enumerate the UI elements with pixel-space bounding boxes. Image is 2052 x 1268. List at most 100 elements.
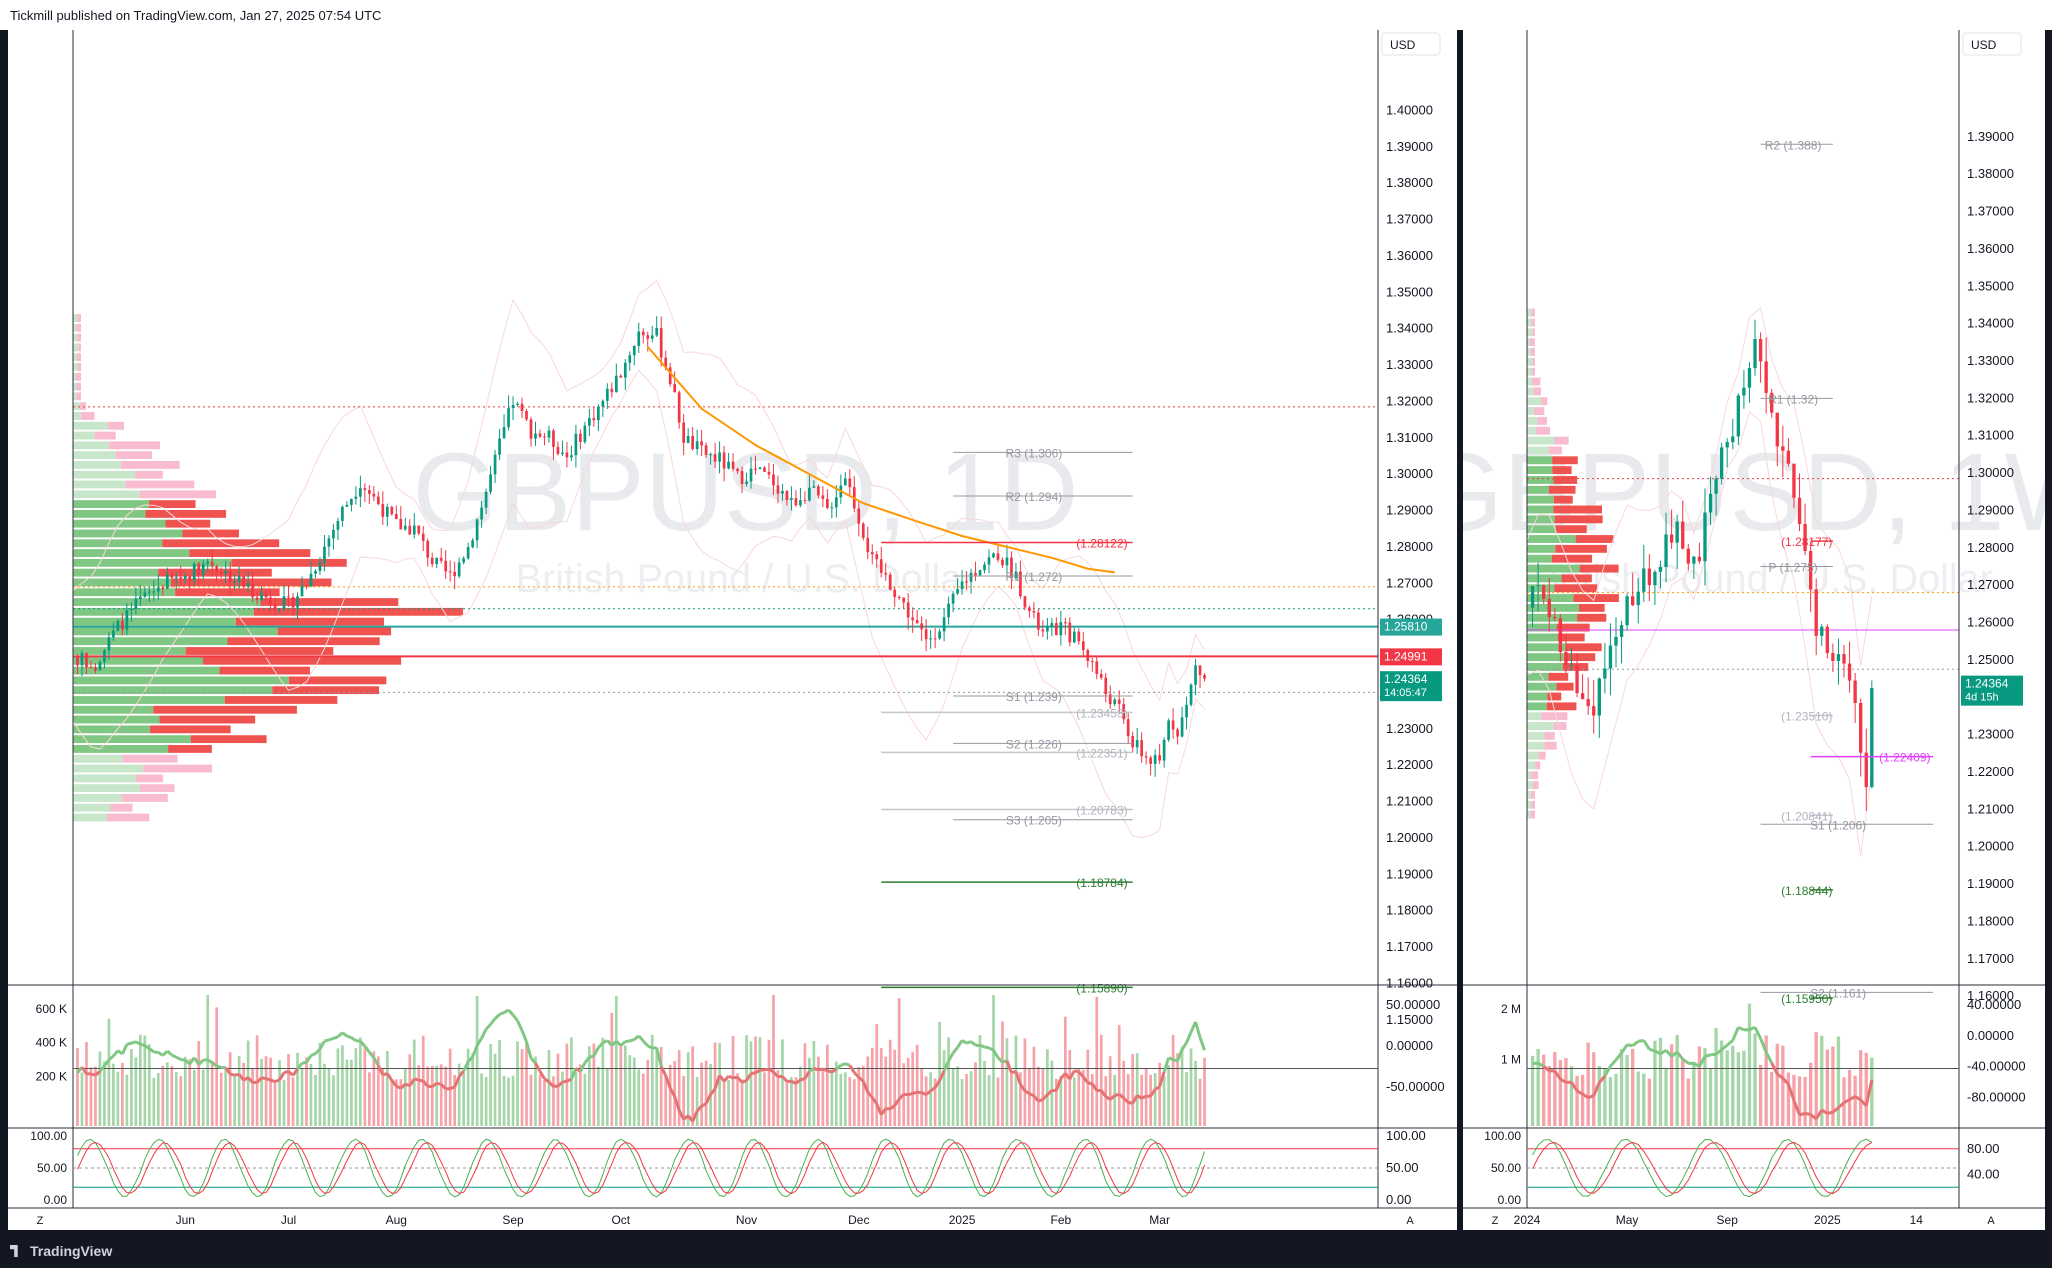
candle-down	[273, 603, 277, 610]
symbol-watermark: GBPUSD, 1W	[1463, 431, 2045, 554]
candle-down	[255, 597, 259, 601]
daily-chart-pane[interactable]: GBPUSD, 1D British Pound / U.S. Dollar R3 …	[8, 30, 1457, 1230]
oscillator-line-segment	[404, 1082, 411, 1088]
oscillator-line-segment	[1720, 1043, 1729, 1051]
candle-down	[1770, 392, 1774, 413]
volume-bar	[803, 1043, 807, 1126]
oscillator-line-segment	[1041, 1093, 1049, 1101]
weekly-chart[interactable]: GBPUSD, 1WBritish Pound / U.S. Dollar R2 …	[1418, 30, 2052, 1230]
oscillator-line-segment	[1770, 1062, 1779, 1075]
volume-bar	[1072, 1077, 1076, 1126]
volume-bar	[228, 1052, 232, 1126]
candle-up	[336, 520, 340, 530]
oscillator-line-segment	[1792, 1100, 1801, 1116]
candle-down	[870, 552, 874, 555]
oscillator-line-segment	[629, 1038, 635, 1043]
candle-down	[1553, 616, 1557, 619]
volume-bar	[1747, 1003, 1752, 1126]
candle-up	[956, 589, 959, 594]
volume-bar	[376, 1056, 380, 1126]
candle-down	[1797, 497, 1802, 524]
oscillator-line-segment	[655, 1047, 663, 1067]
price-tick-label: 1.17000	[1967, 951, 2014, 966]
oscillator-line-segment	[1581, 1092, 1589, 1099]
volume-profile-bar-up	[1527, 672, 1549, 681]
volume-bar	[224, 1067, 228, 1126]
candle-down	[188, 576, 192, 581]
candle-down	[179, 577, 183, 579]
band-upper	[1526, 306, 1873, 666]
oscillator-line-segment	[237, 1073, 245, 1082]
candle-up	[318, 562, 322, 571]
weekly-chart-pane[interactable]: GBPUSD, 1WBritish Pound / U.S. Dollar R2 …	[1418, 30, 2052, 1230]
candle-up	[341, 506, 344, 521]
oscillator-line-segment	[1804, 1111, 1811, 1116]
volume-profile-bar-up	[73, 421, 109, 430]
volume-bar	[1564, 1058, 1568, 1126]
oscillator-line-segment	[1104, 1095, 1112, 1101]
oscillator-line-segment	[175, 1055, 182, 1061]
candle-up	[942, 617, 946, 632]
volume-bar	[237, 1055, 241, 1126]
volume-bar	[201, 1069, 205, 1126]
volume-profile-bar-down	[79, 402, 86, 411]
volume-bar	[776, 1070, 780, 1126]
volume-bar	[1797, 1076, 1802, 1126]
oscillator-line-segment	[449, 1085, 456, 1091]
time-tick-label: May	[1616, 1213, 1639, 1227]
volume-profile-bar-up	[1527, 781, 1533, 790]
oscillator-line-segment	[1631, 1040, 1640, 1047]
candle-down	[1158, 755, 1161, 761]
oscillator-line-segment	[1127, 1101, 1133, 1105]
oscillator-line-segment	[90, 1072, 96, 1077]
candle-down	[1041, 629, 1045, 632]
volume-bar	[1864, 1052, 1868, 1126]
candle-down	[1847, 663, 1852, 681]
candle-up	[790, 498, 793, 501]
volume-profile-bar-up	[73, 392, 77, 401]
volume-profile-bar-up	[1527, 535, 1576, 543]
tradingview-logo[interactable]: TradingView	[10, 1243, 112, 1259]
candle-down	[848, 478, 852, 488]
oscillator-line-segment	[1786, 1083, 1796, 1102]
oscillator-line-segment	[951, 1046, 959, 1054]
volume-profile-bar-down	[143, 764, 213, 773]
oscillator-line-segment	[857, 1076, 865, 1083]
candle-up	[147, 591, 151, 593]
price-tick-label: 1.31000	[1386, 430, 1433, 445]
volume-bar	[983, 1060, 986, 1126]
volume-bar	[1167, 1065, 1170, 1126]
candle-up	[112, 630, 115, 638]
volume-bar	[394, 1079, 398, 1126]
volume-profile-bar-down	[272, 686, 380, 695]
volume-profile-bar-down	[1530, 348, 1535, 356]
volume-bar	[1536, 1048, 1540, 1126]
candle-down	[1669, 534, 1674, 543]
candle-down	[906, 602, 910, 618]
volume-bar	[830, 1067, 834, 1126]
stoch-tick-label: 100.00	[1484, 1129, 1521, 1143]
volume-bar	[385, 1051, 389, 1126]
volume-profile-bar-down	[109, 441, 160, 450]
volume-bar	[947, 1037, 950, 1126]
oscillator-line-segment	[346, 1034, 352, 1040]
candle-down	[1564, 652, 1568, 666]
stoch-k-line	[1532, 1138, 1873, 1198]
candle-up	[1703, 512, 1707, 562]
oscillator-line-segment	[835, 1064, 842, 1071]
level-label: S1 (1.206)	[1810, 818, 1866, 832]
volume-profile-bar-up	[73, 549, 190, 557]
volume-profile-bar-up	[73, 588, 176, 597]
candle-down	[1149, 757, 1152, 764]
stoch-k-line	[77, 1138, 1206, 1198]
volume-bar	[233, 1074, 236, 1126]
candle-down	[722, 452, 726, 469]
candle-down	[803, 500, 807, 502]
candle-up	[1736, 395, 1741, 437]
level-label: (1.28122)	[1076, 536, 1127, 550]
volume-profile-bar-down	[135, 774, 164, 783]
candle-down	[556, 446, 560, 454]
band-lower	[1526, 410, 1873, 857]
volume-bar	[605, 1068, 609, 1126]
